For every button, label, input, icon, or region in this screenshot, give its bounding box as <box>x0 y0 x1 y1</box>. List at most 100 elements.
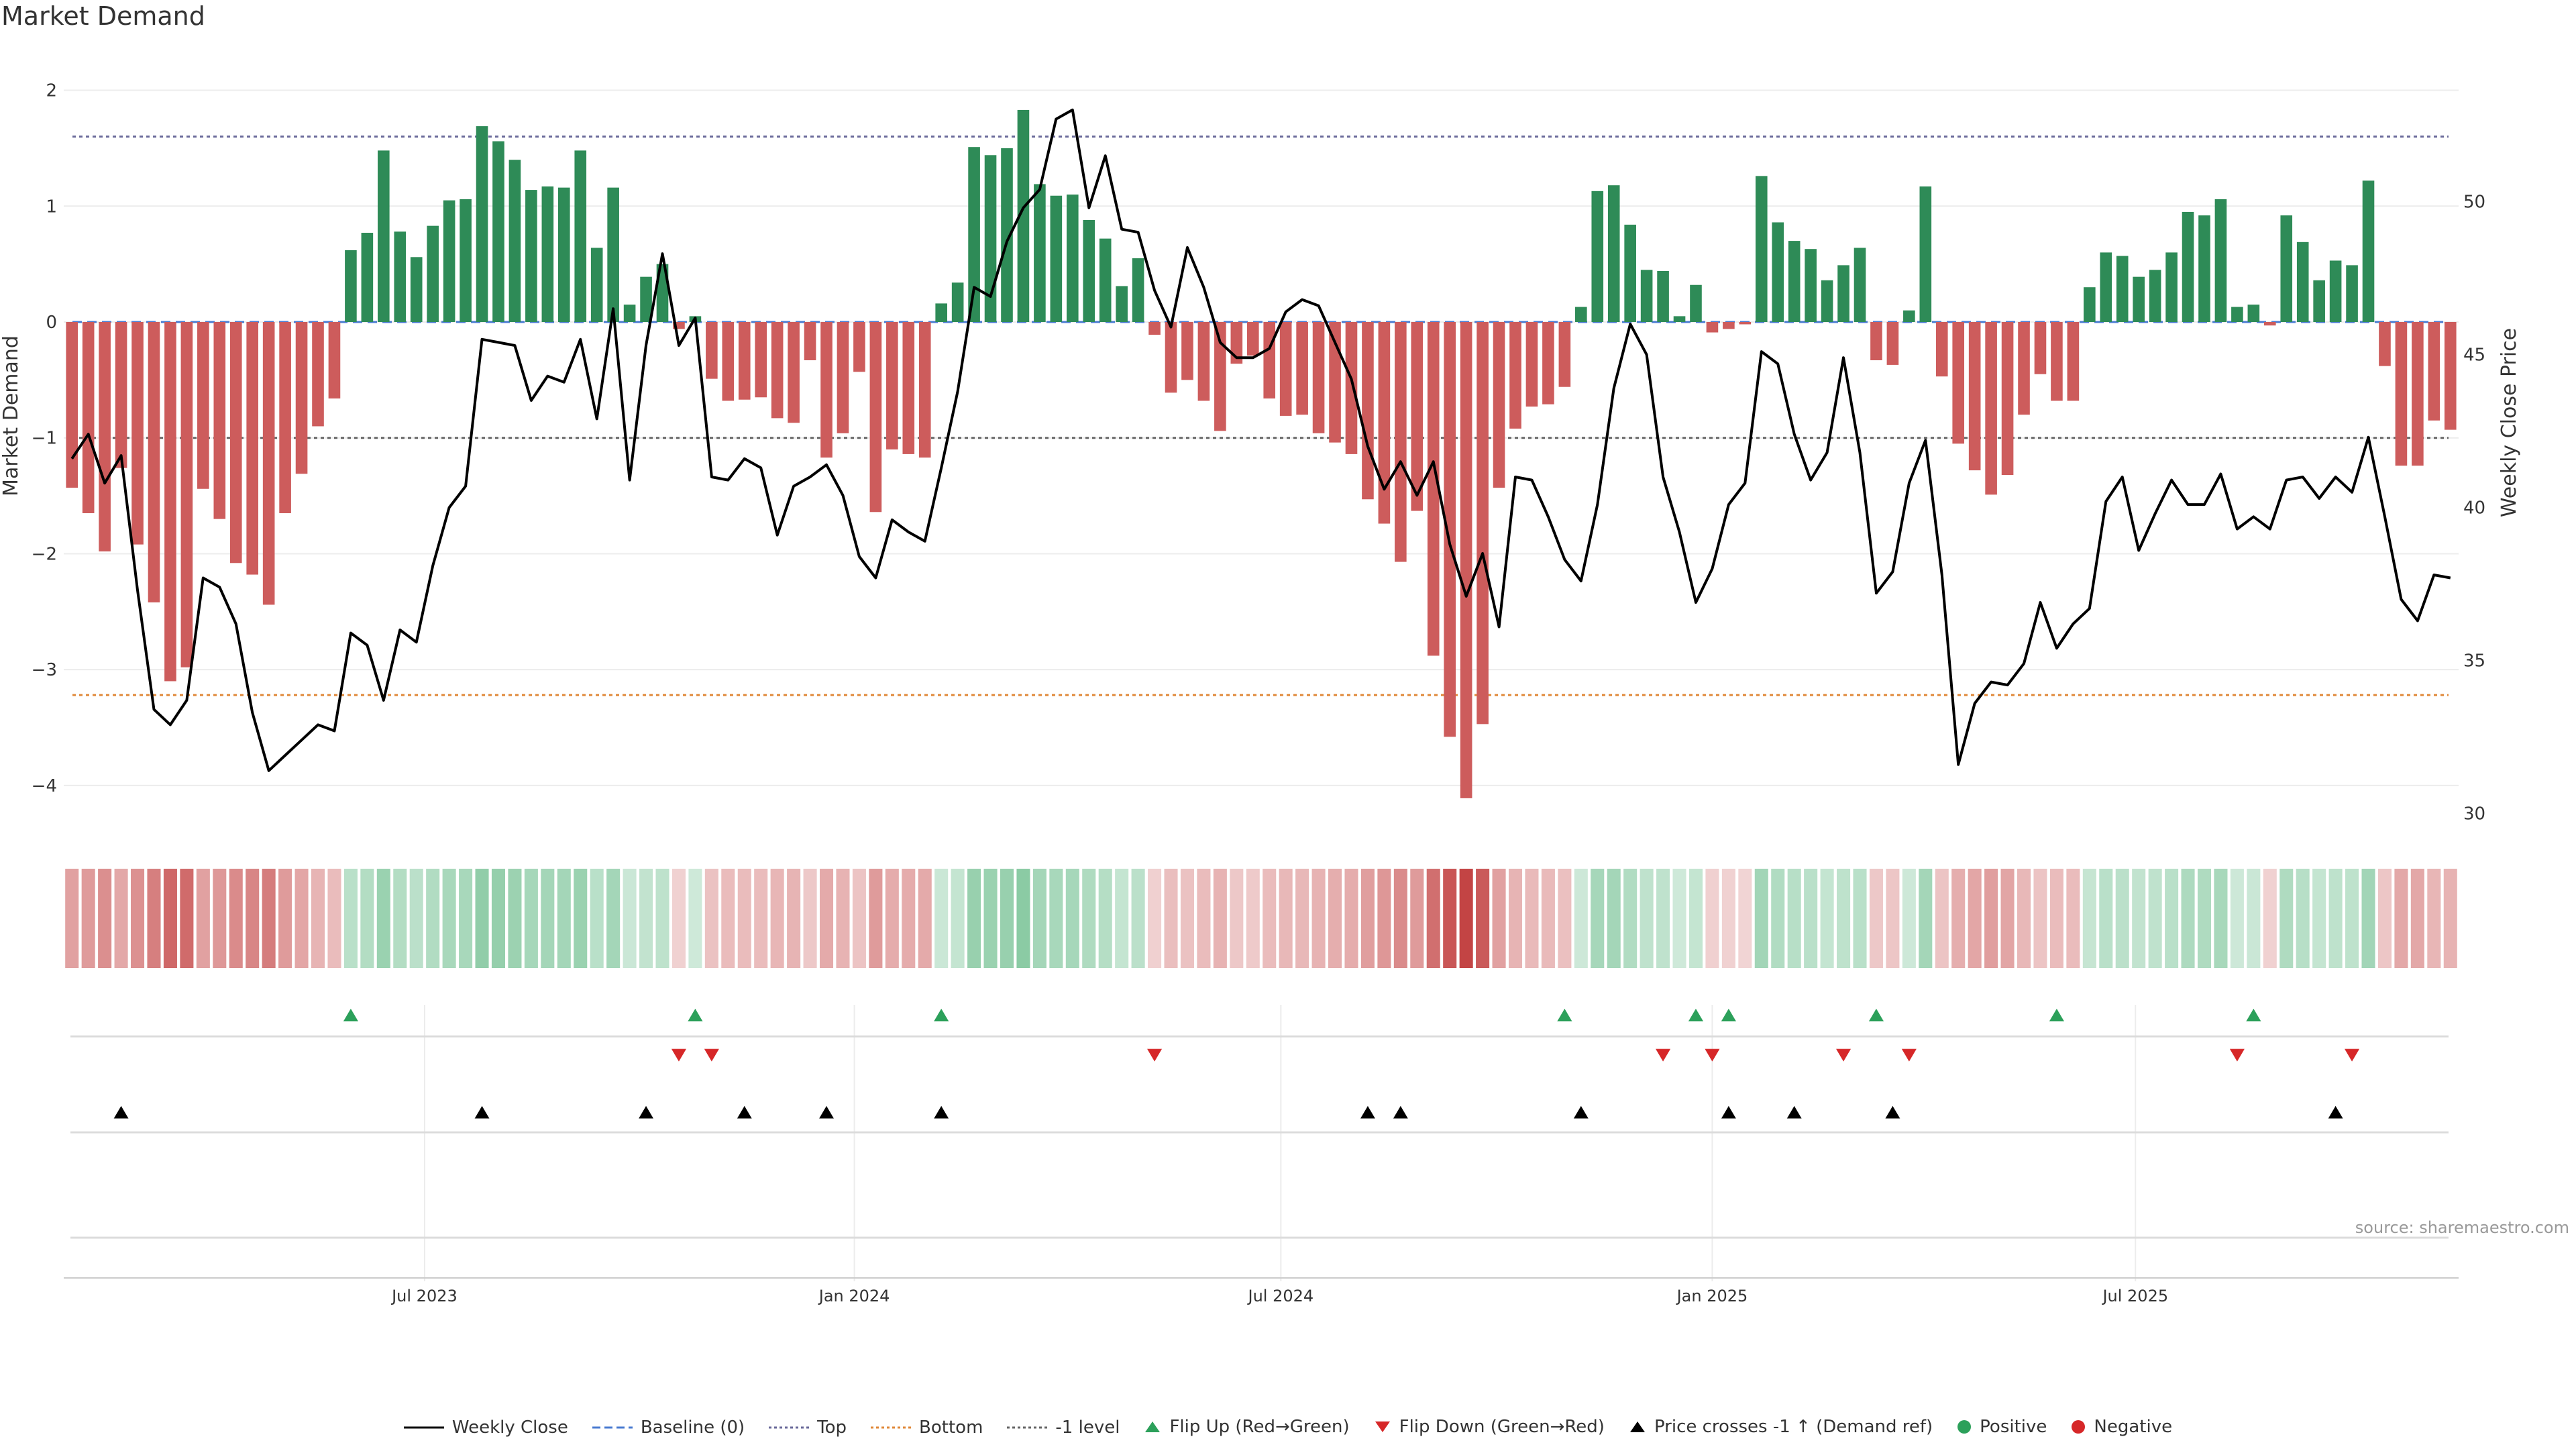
heat-cell <box>574 869 588 968</box>
demand-bar <box>984 155 997 322</box>
demand-bar <box>525 190 537 322</box>
heat-cell <box>491 869 506 968</box>
demand-bar <box>2231 307 2243 322</box>
legend-label: Negative <box>2094 1417 2173 1437</box>
heat-cell <box>803 869 817 968</box>
demand-bar <box>66 322 78 488</box>
y-tick-label: 1 <box>46 197 57 217</box>
heat-cell <box>1279 869 1293 968</box>
heat-cell <box>1754 869 1768 968</box>
y2-axis-label: Weekly Close Price <box>2498 328 2521 517</box>
demand-bar <box>788 322 800 423</box>
heat-cell <box>541 869 555 968</box>
demand-bar <box>1296 322 1308 415</box>
demand-bar <box>2116 256 2129 322</box>
heat-cell <box>1049 869 1063 968</box>
demand-bar <box>2280 215 2293 322</box>
demand-bar <box>1246 322 1259 356</box>
heat-cell <box>1853 869 1867 968</box>
heat-cell <box>2017 869 2031 968</box>
demand-bar <box>180 322 193 667</box>
demand-bar <box>1050 195 1063 322</box>
demand-bar <box>1739 322 1752 325</box>
demand-bar <box>2084 287 2096 322</box>
demand-bar <box>1854 248 1866 322</box>
heat-cell <box>196 869 210 968</box>
x-tick-label: Jul 2025 <box>2101 1287 2168 1305</box>
heat-cell <box>655 869 669 968</box>
x-tick-label: Jan 2024 <box>818 1287 890 1305</box>
demand-bar <box>1525 322 1538 407</box>
flip-down-marker <box>2229 1049 2245 1062</box>
heat-cell <box>1541 869 1555 968</box>
heat-cell <box>1082 869 1096 968</box>
demand-bar <box>443 200 455 322</box>
demand-bar <box>1279 322 1292 416</box>
heat-cell <box>1230 869 1244 968</box>
heat-cell <box>147 869 161 968</box>
demand-bar <box>1657 271 1669 322</box>
legend-label: -1 level <box>1055 1417 1120 1438</box>
event-rows <box>70 1008 2449 1239</box>
heat-cell <box>1558 869 1572 968</box>
demand-bar <box>427 225 439 322</box>
legend-item: Bottom <box>871 1417 983 1438</box>
y-tick-label: −2 <box>32 544 57 564</box>
flip-up-marker <box>688 1008 703 1022</box>
price-cross-marker <box>934 1106 949 1119</box>
price-cross-marker <box>639 1106 654 1119</box>
heat-cell <box>1508 869 1523 968</box>
demand-bar <box>279 322 291 513</box>
heat-cell <box>1180 869 1194 968</box>
heat-cell <box>2230 869 2244 968</box>
heat-cell <box>1476 869 1490 968</box>
demand-bar <box>1788 241 1801 322</box>
demand-bar <box>1214 322 1226 431</box>
legend-label: Positive <box>1980 1417 2047 1437</box>
heat-cell <box>2033 869 2047 968</box>
flip-up-marker <box>343 1008 358 1022</box>
demand-bar <box>2133 276 2145 322</box>
heat-cell <box>1377 869 1391 968</box>
legend-line-icon <box>403 1426 444 1429</box>
x-tick-label: Jul 2023 <box>390 1287 458 1305</box>
demand-bar <box>853 322 865 372</box>
heat-cell <box>1787 869 1801 968</box>
heat-cell <box>343 869 358 968</box>
reference-lines <box>72 136 2449 696</box>
demand-bar <box>1263 322 1276 398</box>
heat-cell <box>524 869 538 968</box>
demand-bar <box>1444 322 1456 737</box>
heat-cell <box>2099 869 2113 968</box>
heat-cell <box>409 869 423 968</box>
heat-cell <box>1000 869 1014 968</box>
heat-cell <box>852 869 866 968</box>
heat-cell <box>114 869 128 968</box>
demand-bar <box>1968 322 1981 471</box>
demand-bar <box>394 231 407 322</box>
demand-bar <box>2444 322 2457 430</box>
flip-down-marker <box>1147 1049 1163 1062</box>
y2-tick-label: 35 <box>2463 651 2485 672</box>
heat-cell <box>1837 869 1851 968</box>
triangle-down-icon <box>1375 1421 1390 1432</box>
heat-cell <box>590 869 604 968</box>
demand-bar <box>2214 199 2227 322</box>
price-cross-marker <box>1360 1106 1375 1119</box>
heat-cell <box>327 869 341 968</box>
heat-cell <box>2247 869 2261 968</box>
demand-bar <box>1509 322 1521 429</box>
flip-up-marker <box>1721 1008 1736 1022</box>
heat-cell <box>2148 869 2162 968</box>
heat-cell <box>1640 869 1654 968</box>
heat-cell <box>2361 869 2375 968</box>
heat-cell <box>836 869 850 968</box>
demand-bar <box>623 305 636 322</box>
heat-cell <box>1131 869 1145 968</box>
heat-cell <box>1886 869 1900 968</box>
legend-line-icon <box>769 1426 810 1429</box>
flip-up-marker <box>1688 1008 1703 1022</box>
heat-cell <box>967 869 981 968</box>
demand-bar <box>1935 322 1948 377</box>
